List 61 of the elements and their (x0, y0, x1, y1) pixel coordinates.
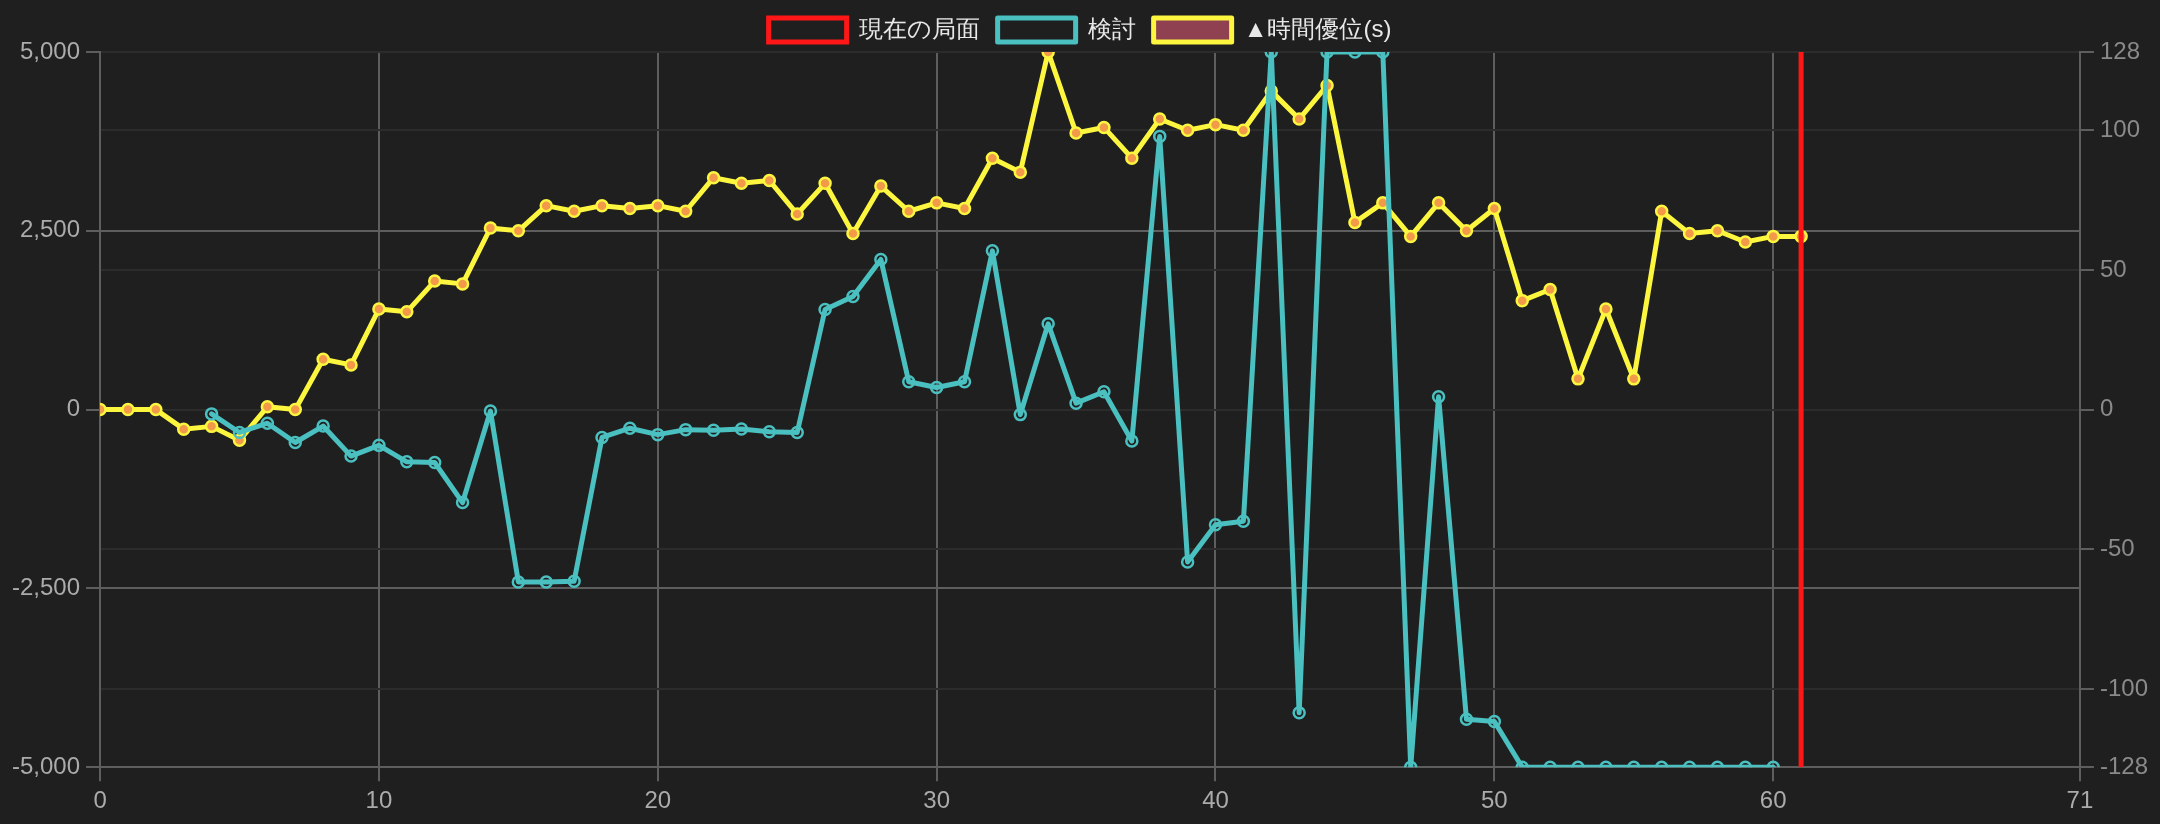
point (846, 289, 860, 304)
y2-tick-label: -50 (2099, 533, 2135, 561)
y-tick-label: -5,000 (11, 751, 81, 779)
point (567, 574, 581, 588)
point (818, 302, 832, 317)
point (316, 419, 330, 433)
point (1180, 555, 1195, 569)
x-tick-label: 71 (2066, 786, 2094, 814)
point (288, 435, 302, 450)
point (1013, 407, 1028, 422)
y-tick-label: -2,500 (11, 573, 81, 601)
point (455, 495, 470, 510)
point (957, 374, 972, 389)
point (595, 430, 609, 445)
point (232, 425, 247, 440)
point (1125, 434, 1139, 448)
y2-tick-label: 128 (2099, 36, 2141, 64)
y-tick-label: 2,500 (19, 215, 81, 243)
y-tick-label: 0 (66, 394, 81, 422)
point (1069, 396, 1083, 410)
y2-tick-label: -100 (2099, 673, 2149, 701)
point (1097, 384, 1111, 399)
point (539, 575, 553, 589)
point (790, 425, 804, 440)
y2-tick-label: 50 (2099, 254, 2127, 282)
point (874, 252, 888, 267)
point (427, 455, 442, 470)
x-tick-label: 50 (1481, 786, 1508, 814)
point (1208, 518, 1223, 532)
point (929, 380, 944, 395)
point (1041, 317, 1055, 331)
legend-label: ▲時間優位(s) (1243, 14, 1392, 42)
point (483, 404, 498, 418)
point (511, 575, 526, 589)
point (1431, 389, 1446, 404)
legend-label: 検討 (1087, 14, 1136, 42)
y2-tick-label: -128 (2099, 751, 2149, 779)
x-tick-label: 30 (923, 786, 950, 814)
point (344, 449, 358, 463)
point (651, 427, 665, 442)
x-tick-label: 10 (365, 786, 393, 814)
point (678, 422, 693, 437)
point (260, 416, 275, 430)
y2-tick-label: 100 (2099, 114, 2141, 142)
point (1236, 514, 1251, 528)
y-tick-label: 5,000 (19, 36, 81, 64)
x-tick-label: 0 (93, 786, 107, 814)
point (902, 374, 916, 389)
legend-label: 現在の局面 (858, 14, 980, 42)
x-tick-label: 20 (644, 786, 672, 814)
point (985, 244, 1000, 258)
point (762, 425, 777, 439)
point (734, 422, 749, 436)
point (623, 421, 637, 435)
point (372, 438, 386, 453)
point (204, 407, 219, 421)
y2-tick-label: 0 (2099, 394, 2114, 422)
x-tick-label: 60 (1759, 786, 1787, 814)
point (706, 423, 721, 438)
point (400, 455, 414, 469)
x-tick-label: 40 (1202, 786, 1229, 814)
